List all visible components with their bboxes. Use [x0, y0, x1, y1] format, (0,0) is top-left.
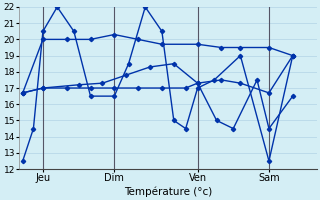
X-axis label: Température (°c): Température (°c) — [124, 186, 212, 197]
